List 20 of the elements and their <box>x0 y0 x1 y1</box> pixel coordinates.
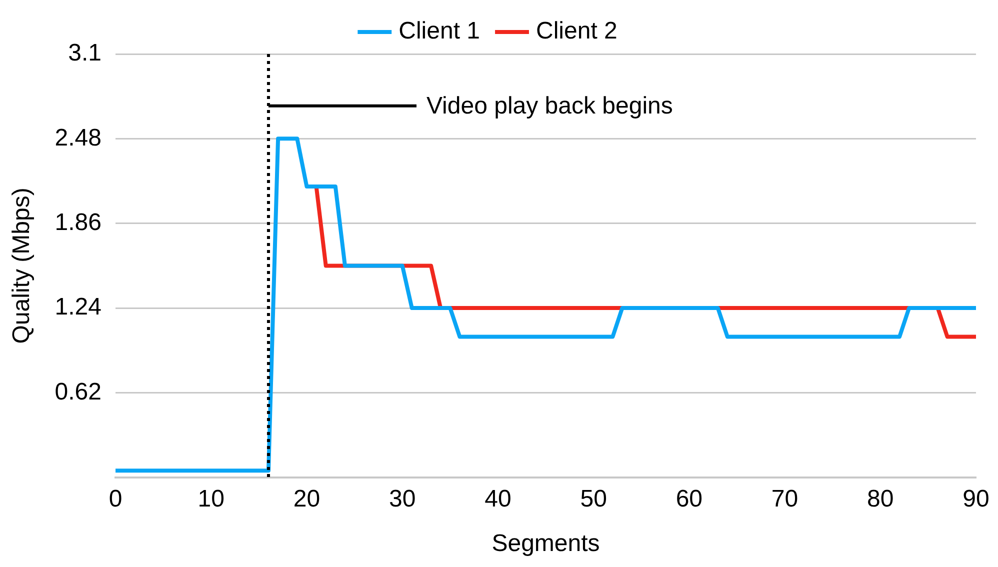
y-tick-label: 0.62 <box>54 378 102 406</box>
x-tick-label: 30 <box>388 485 416 512</box>
x-tick-label: 10 <box>198 485 224 512</box>
x-tick-label: 50 <box>580 485 607 512</box>
x-axis-title: Segments <box>492 530 600 558</box>
y-tick-label: 1.86 <box>54 208 102 236</box>
x-tick-label: 90 <box>962 485 990 512</box>
legend-label: Client 2 <box>536 18 618 45</box>
annotation: Video play back begins <box>426 92 673 120</box>
x-tick-label: 80 <box>867 485 894 512</box>
y-tick-label: 1.24 <box>54 294 102 321</box>
y-tick-label: 3.1 <box>68 40 102 67</box>
x-tick-label: 40 <box>484 485 512 512</box>
x-tick-label: 20 <box>293 485 320 512</box>
legend-label: Client 1 <box>398 18 480 45</box>
x-tick-label: 60 <box>676 485 703 512</box>
y-tick-label: 2.48 <box>54 124 102 152</box>
x-tick-label: 70 <box>771 485 798 512</box>
y-axis-title: Quality (Mbps) <box>8 188 36 344</box>
x-tick-label: 0 <box>108 485 122 512</box>
